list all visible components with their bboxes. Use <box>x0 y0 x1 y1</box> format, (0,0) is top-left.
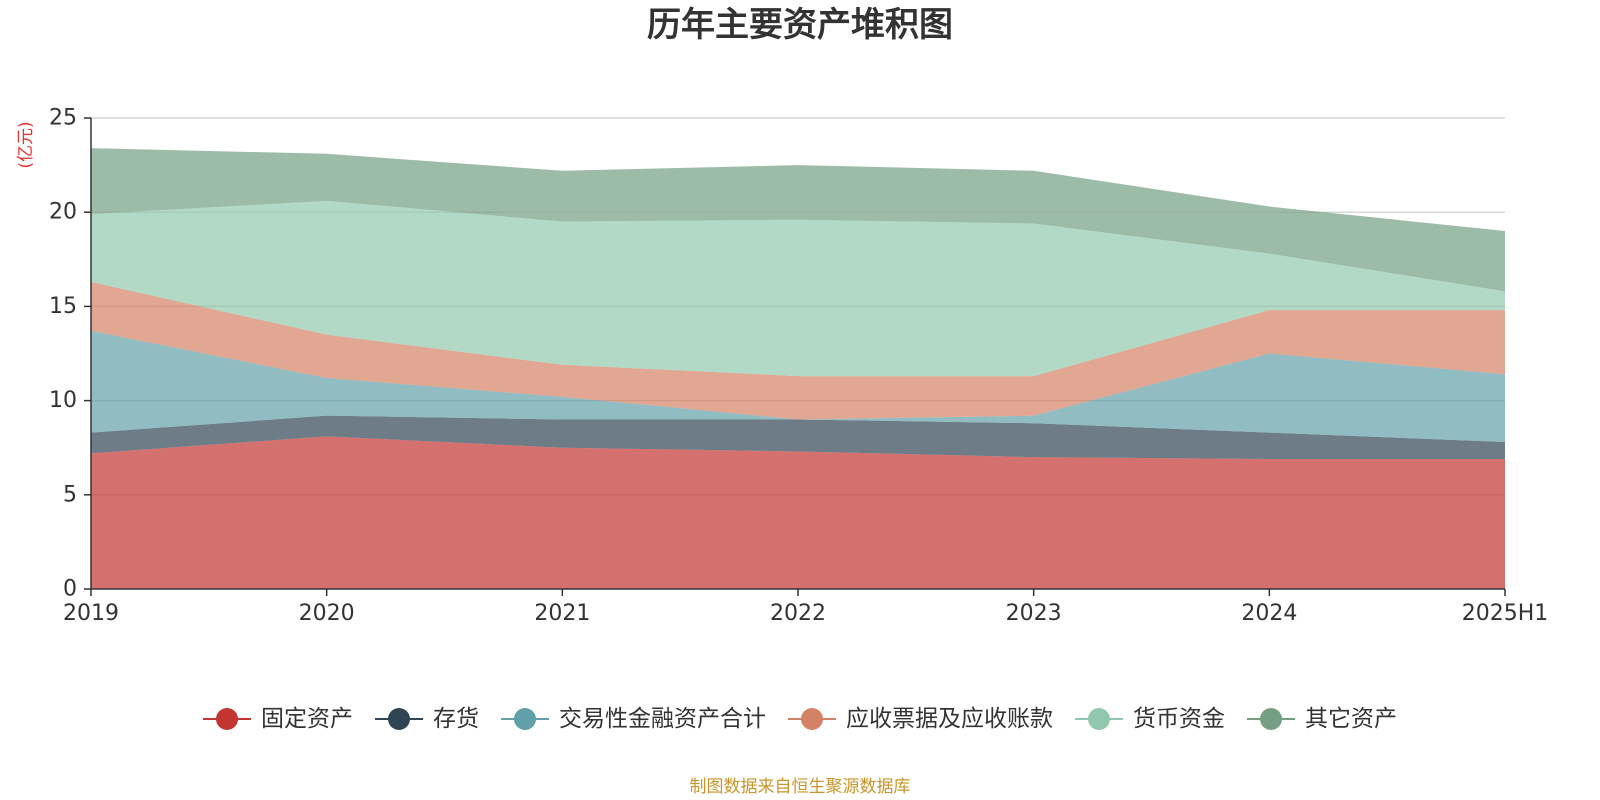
legend-label: 固定资产 <box>261 706 353 732</box>
y-tick-label: 5 <box>63 482 77 507</box>
y-tick-label: 10 <box>49 388 77 413</box>
y-tick-labels: 0 5 10 15 20 25 <box>49 106 77 602</box>
x-tick-label: 2020 <box>299 601 355 626</box>
area-series-0 <box>91 436 1505 589</box>
chart-title: 历年主要资产堆积图 <box>647 5 953 45</box>
legend-label: 存货 <box>433 706 479 732</box>
legend-label: 交易性金融资产合计 <box>559 706 766 732</box>
legend-item-0[interactable]: 固定资产 <box>203 706 353 732</box>
legend-item-4[interactable]: 货币资金 <box>1075 706 1225 732</box>
area-series-5 <box>91 148 1505 292</box>
source-note: 制图数据来自恒生聚源数据库 <box>690 777 911 797</box>
y-axis-unit: (亿元) <box>16 121 36 168</box>
legend-marker-icon <box>1088 708 1110 730</box>
y-tick-label: 15 <box>49 294 77 319</box>
x-tick-label: 2025H1 <box>1462 601 1549 626</box>
legend-label: 应收票据及应收账款 <box>846 706 1053 732</box>
legend-item-5[interactable]: 其它资产 <box>1247 706 1397 732</box>
x-tick-label: 2024 <box>1241 601 1297 626</box>
legend-marker-icon <box>216 708 238 730</box>
axes <box>84 117 1506 596</box>
legend-item-1[interactable]: 存货 <box>375 706 479 732</box>
x-tick-label: 2021 <box>534 601 590 626</box>
series-areas <box>91 148 1505 589</box>
legend-item-2[interactable]: 交易性金融资产合计 <box>501 706 766 732</box>
legend-label: 其它资产 <box>1305 706 1397 732</box>
x-tick-label: 2023 <box>1006 601 1062 626</box>
x-tick-label: 2019 <box>63 601 119 626</box>
legend-marker-icon <box>514 708 536 730</box>
legend-item-3[interactable]: 应收票据及应收账款 <box>788 706 1053 732</box>
legend-label: 货币资金 <box>1133 706 1225 732</box>
area-series-3 <box>91 281 1505 420</box>
legend: 固定资产 存货 交易性金融资产合计 应收票据及应收账款 货币资金 其它资产 <box>203 706 1397 732</box>
y-tick-label: 20 <box>49 200 77 225</box>
x-tick-labels: 2019 2020 2021 2022 2023 2024 2025H1 <box>63 601 1548 626</box>
x-tick-label: 2022 <box>770 601 826 626</box>
legend-marker-icon <box>1260 708 1282 730</box>
legend-marker-icon <box>388 708 410 730</box>
legend-marker-icon <box>801 708 823 730</box>
y-tick-label: 0 <box>63 577 77 602</box>
area-series-1 <box>91 415 1505 460</box>
area-series-2 <box>91 330 1505 443</box>
area-series-4 <box>91 200 1505 377</box>
y-tick-label: 25 <box>49 106 77 131</box>
